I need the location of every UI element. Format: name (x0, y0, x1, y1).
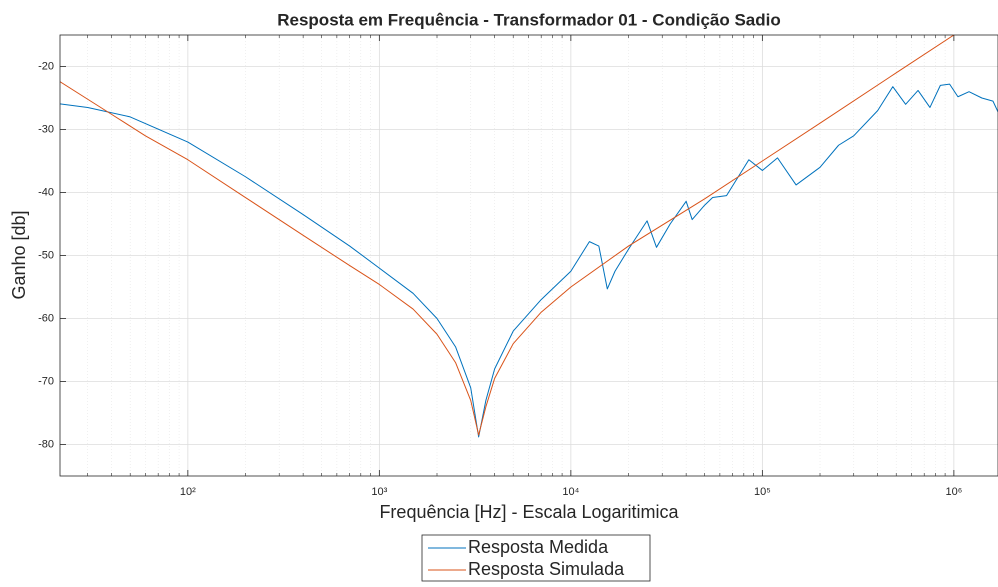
y-tick-label: -70 (38, 375, 54, 387)
x-axis-label: Frequência [Hz] - Escala Logaritimica (379, 502, 679, 522)
y-tick-label: -20 (38, 60, 54, 72)
y-tick-label: -60 (38, 312, 54, 324)
x-tick-label: 10⁵ (754, 486, 771, 498)
y-tick-label: -30 (38, 123, 54, 135)
x-tick-label: 10⁶ (945, 486, 962, 498)
x-tick-label: 10² (180, 486, 196, 498)
axes-box (59, 34, 998, 477)
series-line (60, 35, 955, 436)
y-tick-label: -50 (38, 249, 54, 261)
grid (60, 35, 998, 476)
y-axis-label: Ganho [db] (9, 210, 29, 299)
legend-label: Resposta Simulada (468, 559, 625, 579)
x-tick-label: 10⁴ (562, 486, 579, 498)
y-tick-label: -80 (38, 438, 54, 450)
legend-label: Resposta Medida (468, 537, 609, 557)
legend-box (421, 534, 651, 582)
lines (60, 35, 998, 438)
y-tick-label: -40 (38, 186, 54, 198)
series-line (60, 83, 998, 438)
chart-title: Resposta em Frequência - Transformador 0… (277, 10, 781, 29)
x-tick-label: 10³ (371, 486, 387, 498)
